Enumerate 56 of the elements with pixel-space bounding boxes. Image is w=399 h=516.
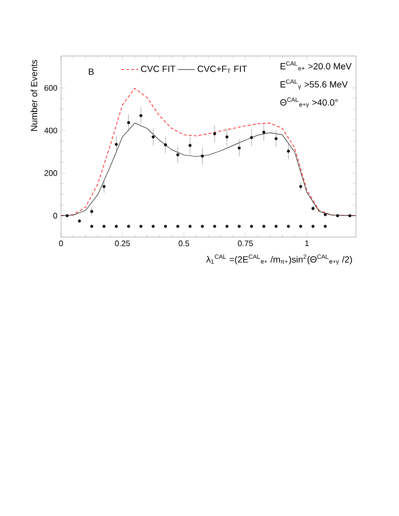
point [286, 224, 290, 228]
line-series [61, 122, 356, 216]
point [200, 224, 204, 228]
x-tick-label: 0.5 [178, 240, 190, 246]
y-axis-title: Number of Events [30, 60, 38, 131]
annotation: Θ$^{CAL}$$_{e+γ}$ >40.0° [280, 98, 338, 108]
y-tick-label: 400 [44, 128, 58, 134]
point [299, 185, 302, 188]
point [114, 142, 118, 146]
annotation: B [88, 68, 94, 75]
point [200, 154, 204, 158]
point [286, 150, 290, 153]
point [324, 224, 327, 228]
point [311, 224, 314, 228]
point [164, 224, 167, 228]
point [225, 224, 228, 228]
point [176, 153, 180, 156]
legend-label: CVC+F$_{T}$ FIT [198, 66, 247, 73]
point [225, 135, 228, 138]
point [90, 224, 94, 228]
annotation: E$^{CAL}$$_{e+}$ >20.0 MeV [280, 61, 352, 70]
annotation: E$^{CAL}$$_{γ}$ >55.6 MeV [280, 79, 348, 90]
x-tick-label: 0.75 [238, 240, 253, 246]
y-tick-label: 0 [53, 212, 58, 219]
point [164, 143, 167, 146]
point [90, 210, 94, 213]
point [250, 136, 254, 140]
x-tick-label: 0 [59, 240, 63, 246]
point [274, 224, 278, 228]
x-tick-label: 0.25 [114, 240, 130, 246]
point [262, 224, 266, 228]
point [250, 224, 254, 228]
point [213, 224, 216, 228]
point [238, 146, 241, 150]
point [139, 224, 142, 228]
point [176, 224, 180, 228]
y-tick-label: 200 [44, 170, 58, 176]
point [274, 137, 278, 140]
point [262, 130, 266, 134]
y-tick-label: 600 [44, 85, 58, 91]
point [188, 144, 192, 147]
point [102, 224, 106, 228]
point [238, 224, 241, 228]
point [299, 224, 302, 228]
point [152, 135, 155, 138]
point [213, 132, 216, 136]
point [188, 224, 192, 228]
point [152, 224, 155, 228]
text: λ$_{1}$$^{CAL}$ =(2E$^{CAL}$$_{e+}$ /m$_{π+}$)sin$^{2}$(Θ$^{CAL}$$_{e+γ}$ /2) [206, 254, 352, 265]
x-tick-label: 1 [305, 240, 309, 246]
point [127, 224, 130, 228]
point [102, 185, 106, 188]
legend-label: CVC FIT [140, 66, 176, 72]
point [127, 121, 130, 124]
point [139, 114, 142, 118]
point [114, 224, 118, 228]
